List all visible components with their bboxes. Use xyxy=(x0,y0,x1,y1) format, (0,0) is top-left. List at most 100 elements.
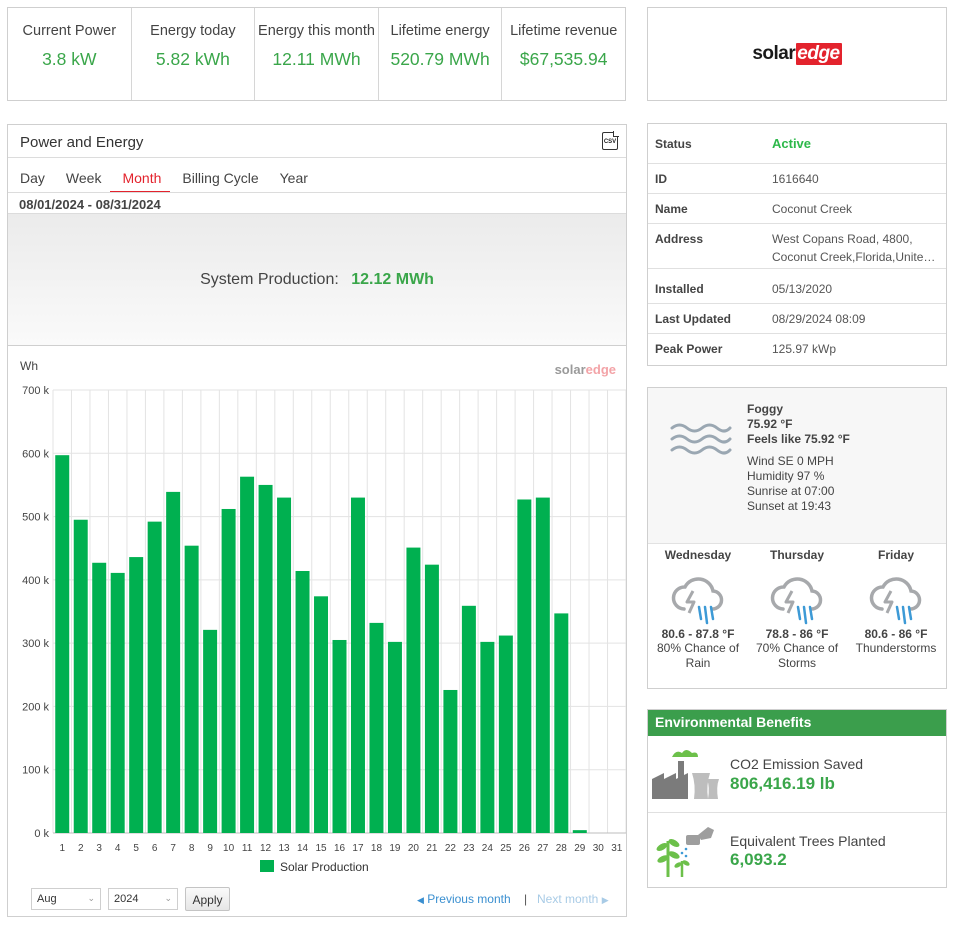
bar xyxy=(461,605,476,833)
bar xyxy=(498,635,513,833)
previous-month-link[interactable]: ◀ Previous month xyxy=(417,892,511,906)
bar xyxy=(147,521,162,833)
bar xyxy=(240,476,255,833)
bar xyxy=(73,519,88,833)
x-tick-label: 31 xyxy=(611,843,623,854)
x-tick-label: 23 xyxy=(463,843,475,854)
weather-wind: Wind SE 0 MPH xyxy=(747,454,834,468)
x-tick-label: 10 xyxy=(223,843,235,854)
bar xyxy=(295,570,310,833)
x-tick-label: 12 xyxy=(260,843,272,854)
forecast-day-name: Friday xyxy=(877,548,914,562)
next-month-label: Next month xyxy=(537,892,599,906)
bar xyxy=(92,562,107,833)
tab-billing-cycle[interactable]: Billing Cycle xyxy=(182,170,259,186)
weather-feels-like: Feels like 75.92 °F xyxy=(747,432,850,446)
info-row-address: Address West Copans Road, 4800, Coconut … xyxy=(648,224,946,269)
tab-month[interactable]: Month xyxy=(110,157,171,193)
tab-week[interactable]: Week xyxy=(65,170,102,186)
x-tick-label: 30 xyxy=(593,843,605,854)
weather-temp: 75.92 °F xyxy=(747,417,793,431)
x-tick-label: 17 xyxy=(352,843,364,854)
info-value: Coconut Creek xyxy=(772,202,853,216)
production-bar-chart: Wh solaredge 0 k 100 k 200 k 300 k 400 k 500 k 6… xyxy=(20,359,626,874)
bar xyxy=(369,622,384,833)
kpi-lifetime-revenue: Lifetime revenue $67,535.94 xyxy=(502,8,625,100)
apply-button[interactable]: Apply xyxy=(185,887,230,911)
forecast-day: Wednesday 80.6 - 87.8 °F 80% Chance of R… xyxy=(648,548,748,671)
x-tick-label: 16 xyxy=(334,843,346,854)
trees-value: 6,093.2 xyxy=(730,850,787,869)
forecast-temp: 80.6 - 87.8 °F xyxy=(661,627,735,641)
x-tick-label: 28 xyxy=(556,843,568,854)
y-axis-label: Wh xyxy=(20,359,38,373)
csv-export-icon[interactable]: CSV xyxy=(602,131,619,150)
weather-sunrise: Sunrise at 07:00 xyxy=(747,484,835,498)
bar xyxy=(55,455,70,833)
chevron-down-icon: ⌄ xyxy=(87,893,95,903)
bar xyxy=(554,613,569,833)
co2-benefit: CO2 Emission Saved 806,416.19 lb xyxy=(648,736,946,813)
next-month-link[interactable]: Next month ▶ xyxy=(537,892,609,906)
kpi-current-power: Current Power 3.8 kW xyxy=(8,8,132,100)
x-tick-label: 11 xyxy=(242,843,253,854)
thunder-rain-icon xyxy=(770,577,823,625)
forecast-desc: Rain xyxy=(685,656,711,670)
x-tick-label: 27 xyxy=(537,843,549,854)
y-tick-label: 500 k xyxy=(22,512,49,524)
x-tick-label: 4 xyxy=(115,843,121,854)
weather-sunset: Sunset at 19:43 xyxy=(747,499,832,513)
previous-month-label: Previous month xyxy=(427,892,511,906)
bar xyxy=(517,499,532,833)
legend-swatch xyxy=(260,860,274,872)
info-row-last-updated: Last Updated 08/29/2024 08:09 xyxy=(648,304,946,334)
year-select[interactable]: 2024 ⌄ xyxy=(108,888,178,910)
kpi-summary-bar: Current Power 3.8 kW Energy today 5.82 k… xyxy=(7,7,626,101)
x-tick-label: 19 xyxy=(389,843,401,854)
y-tick-label: 100 k xyxy=(22,765,49,777)
brand-logo-panel: solar edge xyxy=(647,7,947,101)
x-tick-label: 24 xyxy=(482,843,494,854)
month-select-value: Aug xyxy=(37,893,57,905)
period-tabs: Day Week Month Billing Cycle Year xyxy=(8,157,317,193)
bar xyxy=(258,484,273,833)
status-value: Active xyxy=(772,136,812,151)
kpi-label: Energy today xyxy=(150,23,236,39)
kpi-value: 520.79 MWh xyxy=(390,49,490,69)
trees-label: Equivalent Trees Planted xyxy=(730,833,886,849)
forecast-desc: Storms xyxy=(777,656,816,670)
solaredge-logo: solar edge xyxy=(752,43,842,65)
info-row-name: Name Coconut Creek xyxy=(648,194,946,224)
x-tick-label: 13 xyxy=(278,843,290,854)
nav-separator: | xyxy=(524,892,528,906)
info-value: 125.97 kWp xyxy=(772,342,837,356)
info-row-peak-power: Peak Power 125.97 kWp xyxy=(648,334,946,365)
info-value: 08/29/2024 08:09 xyxy=(772,312,866,326)
kpi-lifetime-energy: Lifetime energy 520.79 MWh xyxy=(379,8,503,100)
kpi-label: Lifetime revenue xyxy=(510,23,618,39)
thunder-rain-icon xyxy=(869,577,922,625)
info-row-status: Status Active xyxy=(648,124,946,164)
info-key: Peak Power xyxy=(655,342,723,356)
kpi-label: Lifetime energy xyxy=(390,23,490,39)
x-tick-label: 15 xyxy=(315,843,327,854)
tree-planting-icon xyxy=(656,827,714,877)
year-select-value: 2024 xyxy=(114,893,139,905)
bar xyxy=(277,497,292,833)
thunder-rain-icon xyxy=(671,577,724,625)
panel-title: Power and Energy xyxy=(20,134,144,151)
month-select[interactable]: Aug ⌄ xyxy=(31,888,101,910)
current-weather: Foggy 75.92 °F Feels like 75.92 °F Wind … xyxy=(648,388,946,544)
legend-label: Solar Production xyxy=(280,860,369,874)
info-value: 1616640 xyxy=(772,172,819,186)
tab-day[interactable]: Day xyxy=(20,170,45,186)
production-label: System Production: xyxy=(200,271,339,288)
tab-year[interactable]: Year xyxy=(279,170,308,186)
kpi-label: Energy this month xyxy=(258,23,375,39)
production-value: 12.12 MWh xyxy=(351,271,434,288)
divider xyxy=(8,157,626,158)
fog-icon xyxy=(670,423,732,455)
weather-condition: Foggy xyxy=(747,402,783,416)
info-key: Status xyxy=(655,137,692,151)
bar xyxy=(332,639,347,833)
